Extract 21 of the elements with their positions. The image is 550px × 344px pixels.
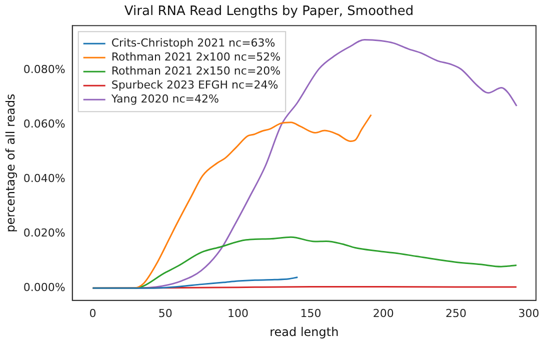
y-tick-label: 0.060% xyxy=(23,117,66,130)
y-tick-label: 0.080% xyxy=(23,62,66,76)
legend-label: Spurbeck 2023 EFGH nc=24% xyxy=(111,78,278,92)
x-tick-label: 200 xyxy=(372,306,394,320)
legend-label: Yang 2020 nc=42% xyxy=(110,92,219,106)
y-tick-label: 0.040% xyxy=(23,172,66,185)
legend-label: Crits-Christoph 2021 nc=63% xyxy=(111,36,276,50)
y-tick-label: 0.000% xyxy=(23,280,66,294)
y-axis-title: percentage of all reads xyxy=(3,94,18,232)
chart-title: Viral RNA Read Lengths by Paper, Smoothed xyxy=(124,4,414,20)
x-axis-title: read length xyxy=(270,324,339,339)
x-tick-label: 0 xyxy=(89,306,96,320)
legend-label: Rothman 2021 2x100 nc=52% xyxy=(111,50,281,64)
x-tick-label: 150 xyxy=(300,306,322,320)
y-tick-label: 0.020% xyxy=(23,226,66,240)
x-tick-label: 100 xyxy=(228,306,249,320)
legend-label: Rothman 2021 2x150 nc=20% xyxy=(111,64,281,78)
x-tick-label: 300 xyxy=(518,306,540,320)
x-tick-label: 250 xyxy=(446,306,467,320)
x-tick-label: 50 xyxy=(158,306,172,320)
line-series xyxy=(92,276,298,289)
